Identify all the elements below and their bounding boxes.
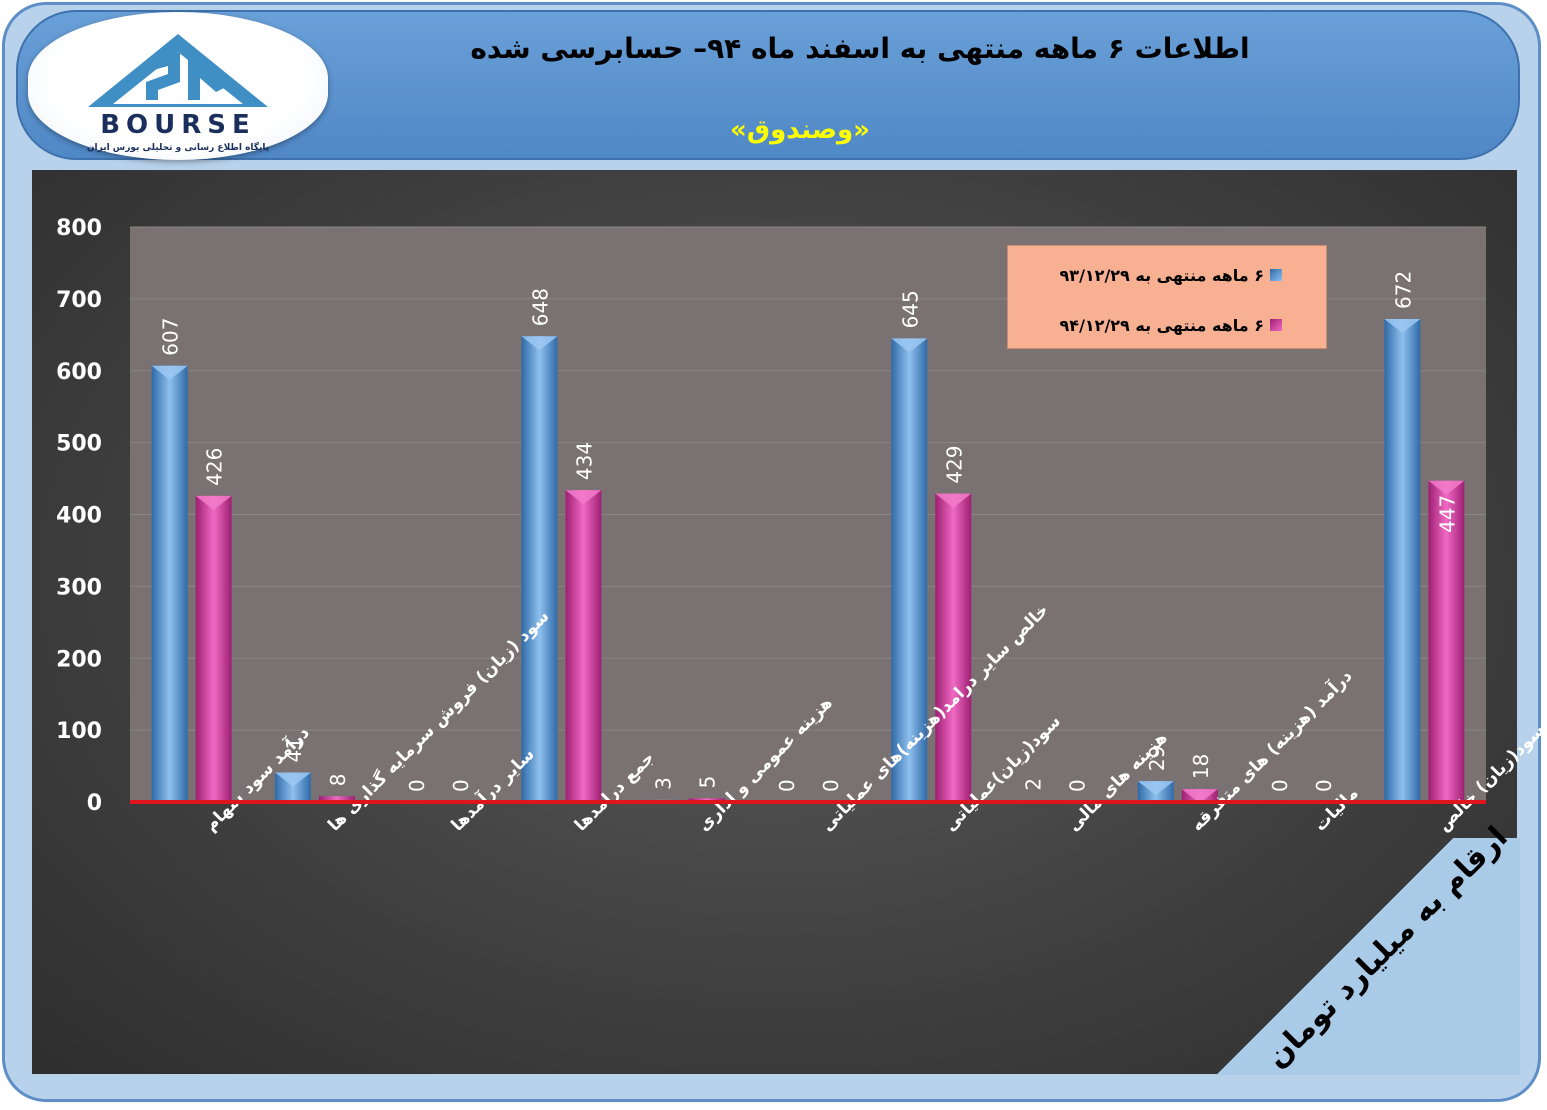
legend-swatch-pink (1270, 319, 1282, 331)
units-band (1150, 838, 1520, 1075)
legend-label-series-1: ۶ ماهه منتهی به ۹۳/۱۲/۲۹ (1059, 265, 1264, 285)
legend-item-series-2: ۶ ماهه منتهی به ۹۴/۱۲/۲۹ (1008, 310, 1308, 340)
page-title: اطلاعات ۶ ماهه منتهی به اسفند ماه ۹۴– حس… (470, 32, 1250, 65)
legend-item-series-1: ۶ ماهه منتهی به ۹۳/۱۲/۲۹ (1008, 260, 1308, 290)
logo-tagline: پایگاه اطلاع رسانی و تحلیلی بورس ایران (87, 141, 269, 153)
bourse-24-logo-icon: BOURSE پایگاه اطلاع رسانی و تحلیلی بورس … (87, 34, 269, 153)
logo-wordmark: BOURSE (100, 110, 256, 140)
legend-swatch-blue (1270, 269, 1282, 281)
page-subtitle: «وصندوق» (730, 115, 870, 145)
bourse-logo: BOURSE پایگاه اطلاع رسانی و تحلیلی بورس … (28, 12, 328, 160)
legend-label-series-2: ۶ ماهه منتهی به ۹۴/۱۲/۲۹ (1059, 315, 1264, 335)
chart-legend: ۶ ماهه منتهی به ۹۳/۱۲/۲۹ ۶ ماهه منتهی به… (1007, 245, 1327, 349)
